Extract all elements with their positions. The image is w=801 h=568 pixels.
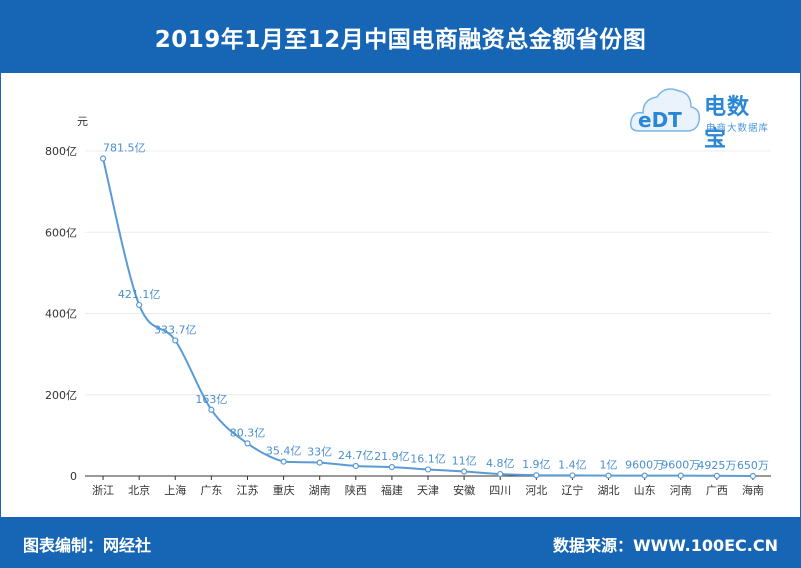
data-point xyxy=(677,472,684,479)
footer-credit: 图表编制：网经社 xyxy=(23,536,152,555)
brand-logo: eDT 电数宝 电商大数据库 xyxy=(629,83,770,152)
x-tick-label: 海南 xyxy=(742,483,764,497)
logo-subtitle: 电商大数据库 xyxy=(706,123,770,134)
data-label: 1亿 xyxy=(600,459,618,472)
footer-bar: 图表编制：网经社 数据来源：WWW.100EC.CN xyxy=(1,517,800,567)
data-point xyxy=(424,466,432,473)
data-label: 4.8亿 xyxy=(486,457,515,470)
data-point xyxy=(99,155,107,162)
data-label: 11亿 xyxy=(452,455,477,468)
footer-source: 数据来源：WWW.100EC.CN xyxy=(552,536,778,555)
data-label: 80.3亿 xyxy=(230,426,266,439)
x-tick-label: 江苏 xyxy=(236,484,258,497)
logo-mark: eDT xyxy=(638,108,682,132)
y-axis: 0 200亿 400亿 600亿 800亿 xyxy=(45,145,77,483)
x-tick-label: 安徽 xyxy=(453,483,475,497)
data-label: 9600万 xyxy=(625,459,664,472)
data-label: 16.1亿 xyxy=(410,452,446,465)
x-tick-label: 浙江 xyxy=(92,484,114,497)
data-label: 650万 xyxy=(737,459,769,472)
cloud-logo-icon: eDT xyxy=(629,88,701,132)
y-tick-label: 200亿 xyxy=(45,389,77,402)
data-point xyxy=(641,472,648,479)
line-chart: 0 200亿 400亿 600亿 800亿 元 浙江 北京 上海 广东 江苏 重庆 湖南 陕西 福建 天津… xyxy=(45,115,771,497)
y-tick-label: 600亿 xyxy=(45,226,77,239)
y-axis-unit: 元 xyxy=(77,115,88,128)
x-tick-label: 广东 xyxy=(200,484,222,497)
data-label: 33亿 xyxy=(307,446,332,459)
data-label: 9600万 xyxy=(661,459,700,472)
data-points xyxy=(99,155,757,480)
data-point xyxy=(316,459,323,466)
logo-brand: 电数宝 xyxy=(704,95,751,152)
data-label: 781.5亿 xyxy=(103,142,146,155)
data-label: 421.1亿 xyxy=(118,288,161,301)
x-tick-label: 四川 xyxy=(489,484,511,497)
y-tick-label: 400亿 xyxy=(45,308,77,321)
data-label: 1.4亿 xyxy=(558,458,587,471)
chart-title: 2019年1月至12月中国电商融资总金额省份图 xyxy=(1,1,800,73)
x-tick-label: 湖南 xyxy=(309,484,331,497)
data-point xyxy=(497,470,504,478)
y-tick-label: 0 xyxy=(70,470,77,483)
data-point xyxy=(172,337,179,344)
data-point xyxy=(713,472,720,479)
x-tick-label: 广西 xyxy=(706,484,728,497)
data-point xyxy=(569,472,576,479)
y-tick-label: 800亿 xyxy=(45,145,77,158)
x-tick-label: 福建 xyxy=(381,483,403,497)
x-tick-label: 天津 xyxy=(417,484,439,497)
x-tick-label: 上海 xyxy=(164,483,186,497)
data-label: 24.7亿 xyxy=(338,449,374,462)
data-label: 35.4亿 xyxy=(266,445,302,458)
grid-lines xyxy=(85,150,771,396)
data-point xyxy=(280,458,287,465)
x-tick-label: 湖北 xyxy=(598,484,620,497)
x-tick-label: 陕西 xyxy=(345,483,367,497)
x-tick-label: 重庆 xyxy=(273,483,295,497)
data-label: 21.9亿 xyxy=(374,450,410,463)
data-point xyxy=(352,462,359,470)
data-point xyxy=(605,472,612,479)
x-tick-label: 河北 xyxy=(525,484,547,497)
data-label: 1.9亿 xyxy=(522,458,551,471)
x-axis: 浙江 北京 上海 广东 江苏 重庆 湖南 陕西 福建 天津 安徽 四川 河北 辽宁 湖北 山东 河南 广西 海南 xyxy=(92,476,764,497)
data-point xyxy=(749,472,757,480)
x-tick-label: 山东 xyxy=(634,484,656,497)
data-point xyxy=(533,472,540,479)
series-line xyxy=(102,158,753,477)
data-point xyxy=(388,464,395,471)
data-point xyxy=(208,406,215,413)
x-tick-label: 辽宁 xyxy=(561,483,583,497)
data-label: 333.7亿 xyxy=(154,323,197,336)
data-point xyxy=(244,440,251,447)
x-tick-label: 河南 xyxy=(670,484,692,497)
x-tick-label: 北京 xyxy=(128,483,150,497)
data-label: 163亿 xyxy=(195,393,227,406)
data-label: 4925万 xyxy=(697,459,736,472)
data-point xyxy=(136,301,143,309)
data-point xyxy=(461,468,468,475)
